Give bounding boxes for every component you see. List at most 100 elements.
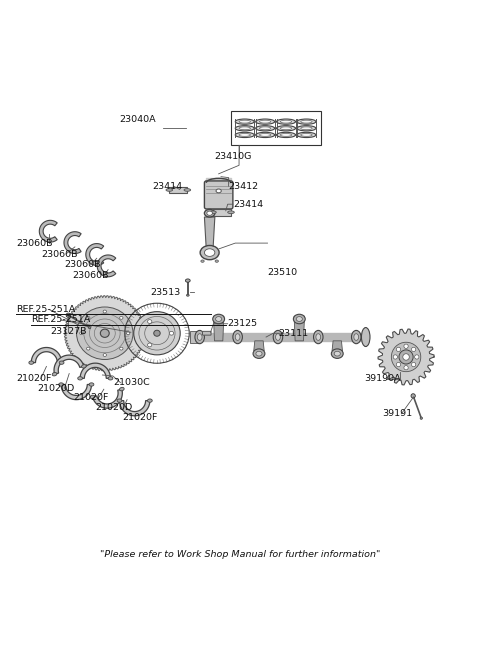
Polygon shape <box>64 232 81 254</box>
Ellipse shape <box>273 330 283 344</box>
Ellipse shape <box>239 127 251 129</box>
Ellipse shape <box>76 307 133 359</box>
Ellipse shape <box>297 125 316 131</box>
Text: 23040A: 23040A <box>119 115 156 124</box>
Text: "Please refer to Work Shop Manual for further information": "Please refer to Work Shop Manual for fu… <box>100 550 380 559</box>
Ellipse shape <box>239 120 251 123</box>
Ellipse shape <box>296 317 302 321</box>
Circle shape <box>415 355 419 359</box>
Text: 21020F: 21020F <box>122 413 158 422</box>
Circle shape <box>393 355 397 359</box>
Ellipse shape <box>351 330 361 344</box>
Text: 39190A: 39190A <box>364 374 401 383</box>
Polygon shape <box>93 389 122 408</box>
Ellipse shape <box>215 260 218 262</box>
Ellipse shape <box>301 127 312 129</box>
Polygon shape <box>80 363 110 378</box>
Ellipse shape <box>256 351 262 356</box>
Text: 23414: 23414 <box>152 182 182 191</box>
Ellipse shape <box>276 125 296 131</box>
Circle shape <box>403 353 409 360</box>
Ellipse shape <box>201 260 204 262</box>
Text: 23125: 23125 <box>228 319 258 328</box>
Polygon shape <box>294 316 304 341</box>
Ellipse shape <box>200 246 219 260</box>
Text: 23412: 23412 <box>228 182 258 191</box>
Text: 23060B: 23060B <box>64 260 101 269</box>
Ellipse shape <box>313 330 323 344</box>
Polygon shape <box>39 220 57 242</box>
Ellipse shape <box>260 133 271 137</box>
Ellipse shape <box>88 327 91 328</box>
Ellipse shape <box>354 334 359 340</box>
Ellipse shape <box>204 249 215 256</box>
Bar <box>230 111 321 145</box>
Ellipse shape <box>52 373 57 376</box>
Ellipse shape <box>235 132 254 137</box>
Polygon shape <box>190 331 200 343</box>
Ellipse shape <box>253 349 265 358</box>
Polygon shape <box>54 355 84 374</box>
Ellipse shape <box>276 119 296 124</box>
Ellipse shape <box>103 353 107 356</box>
Ellipse shape <box>147 320 152 323</box>
Text: 23510: 23510 <box>267 268 298 277</box>
Text: 23060B: 23060B <box>72 271 109 280</box>
Ellipse shape <box>29 361 34 365</box>
Polygon shape <box>169 187 187 193</box>
Ellipse shape <box>86 347 90 350</box>
Circle shape <box>391 342 421 372</box>
Ellipse shape <box>256 132 275 137</box>
Polygon shape <box>190 333 366 341</box>
Ellipse shape <box>280 127 292 129</box>
Circle shape <box>399 350 413 364</box>
Text: 23060B: 23060B <box>16 238 53 248</box>
Circle shape <box>396 348 401 351</box>
Text: 21020F: 21020F <box>73 394 108 402</box>
Polygon shape <box>86 244 104 265</box>
Ellipse shape <box>301 133 312 137</box>
Polygon shape <box>31 348 61 363</box>
Ellipse shape <box>301 120 312 123</box>
Ellipse shape <box>120 317 123 319</box>
Ellipse shape <box>280 120 292 123</box>
Ellipse shape <box>334 351 340 356</box>
Ellipse shape <box>228 211 234 214</box>
Polygon shape <box>204 217 215 250</box>
Ellipse shape <box>235 119 254 124</box>
Ellipse shape <box>256 119 275 124</box>
Circle shape <box>396 363 401 367</box>
Ellipse shape <box>59 383 63 386</box>
Ellipse shape <box>103 310 107 313</box>
Ellipse shape <box>147 399 152 402</box>
Circle shape <box>411 363 416 367</box>
Ellipse shape <box>361 328 370 346</box>
Text: 23414: 23414 <box>233 200 263 209</box>
Ellipse shape <box>169 331 174 335</box>
Ellipse shape <box>117 399 122 402</box>
Text: 21020D: 21020D <box>96 403 133 412</box>
Ellipse shape <box>197 334 202 340</box>
Circle shape <box>411 348 416 351</box>
Text: 23127B: 23127B <box>50 327 87 336</box>
FancyBboxPatch shape <box>203 331 211 335</box>
Ellipse shape <box>210 211 216 214</box>
Polygon shape <box>120 401 150 416</box>
Ellipse shape <box>235 125 254 131</box>
Text: 21020D: 21020D <box>37 384 74 393</box>
Text: 39191: 39191 <box>383 409 412 419</box>
Polygon shape <box>214 316 224 341</box>
Ellipse shape <box>256 125 275 131</box>
Text: 23513: 23513 <box>150 288 180 297</box>
Ellipse shape <box>233 330 242 344</box>
Polygon shape <box>64 296 145 371</box>
Ellipse shape <box>166 189 173 191</box>
Ellipse shape <box>100 329 109 338</box>
Ellipse shape <box>59 361 64 365</box>
Circle shape <box>404 365 408 370</box>
Ellipse shape <box>276 334 280 340</box>
Ellipse shape <box>127 332 130 334</box>
Ellipse shape <box>80 332 83 334</box>
Ellipse shape <box>90 396 95 399</box>
Ellipse shape <box>108 376 113 380</box>
